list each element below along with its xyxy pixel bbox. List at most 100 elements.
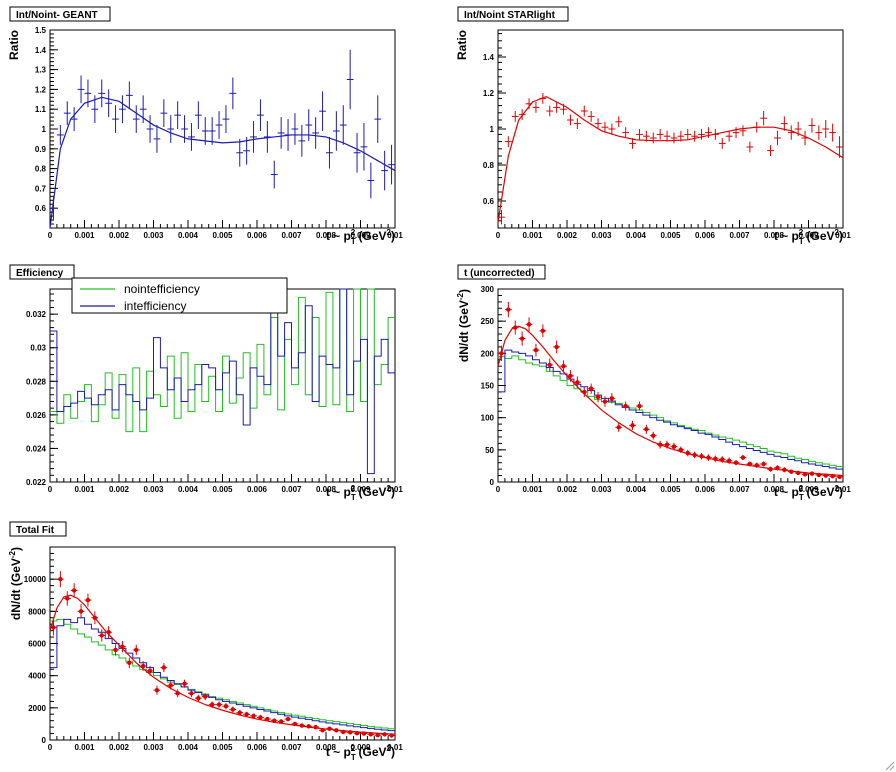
x-tick-label: 0.007	[729, 231, 750, 240]
data-point	[739, 454, 747, 461]
y-tick-label: 1	[490, 125, 495, 134]
data-point	[553, 340, 561, 354]
legend-label: intefficiency	[124, 299, 186, 313]
data-point	[760, 111, 768, 126]
data-point	[636, 129, 643, 140]
data-point	[560, 360, 567, 372]
data-point	[70, 107, 78, 131]
histogram-blue	[50, 617, 395, 732]
data-point	[332, 111, 340, 151]
data-point	[518, 331, 526, 346]
data-point	[767, 145, 774, 156]
star-marker	[540, 328, 546, 334]
data-point	[622, 401, 630, 411]
data-point	[787, 125, 795, 140]
x-tick-label: 0.009	[798, 485, 819, 494]
x-tick-label: 0.001	[522, 231, 543, 240]
y-tick-label: 1.5	[35, 26, 47, 35]
data-point	[815, 125, 823, 140]
star-marker	[519, 336, 525, 341]
x-tick-label: 0.008	[316, 485, 337, 494]
data-point	[594, 118, 602, 129]
data-point	[312, 117, 320, 149]
data-point	[153, 125, 161, 153]
star-marker	[554, 344, 559, 350]
data-point	[146, 666, 154, 676]
data-point	[222, 703, 230, 710]
x-tick-label: 0.008	[316, 743, 337, 752]
data-point	[546, 105, 554, 117]
star-marker	[251, 713, 256, 719]
x-tick-label: 0.006	[247, 485, 268, 494]
star-marker	[196, 695, 201, 701]
y-tick-label: 50	[485, 446, 494, 455]
star-marker	[237, 710, 242, 715]
x-tick-label: 0.002	[109, 485, 130, 494]
data-point	[194, 101, 202, 129]
x-tick-label: 0.001	[74, 743, 95, 752]
data-point	[174, 101, 182, 129]
star-marker	[568, 373, 573, 379]
y-tick-label: 250	[481, 317, 495, 326]
x-tick-label: 0.003	[143, 485, 164, 494]
y-tick-label: 0.028	[26, 377, 47, 386]
y-tick-label: 1.3	[35, 66, 47, 75]
histogram-blue	[498, 349, 843, 470]
data-point	[201, 117, 209, 145]
x-tick-label: 0.009	[798, 231, 819, 240]
data-point	[525, 317, 533, 332]
data-point	[105, 89, 113, 118]
chart-p5: Total Fit 0 0.001 0.002 0.003 0.004 0.005 0.006…	[8, 521, 403, 762]
y-tick-label: 0	[42, 736, 47, 745]
y-tick-label: 1.1	[35, 105, 47, 114]
data-point	[181, 679, 188, 688]
star-marker	[78, 609, 84, 614]
data-point	[629, 420, 636, 430]
x-tick-label: 0	[48, 231, 53, 240]
x-tick-label: 0.005	[212, 743, 233, 752]
data-point	[746, 141, 754, 153]
y-axis-label: dN/dt (GeV-2)	[8, 547, 23, 620]
histogram-intefficiency	[50, 288, 395, 475]
star-marker	[616, 425, 621, 430]
x-axis-label: t ~ pT2 (GeV2)	[326, 744, 395, 762]
data-point	[284, 716, 292, 722]
fit-curve	[497, 95, 844, 223]
star-marker	[85, 597, 91, 603]
data-point	[125, 657, 133, 669]
y-tick-label: 10000	[24, 575, 47, 584]
data-point	[608, 123, 616, 135]
y-tick-label: 1.4	[483, 53, 495, 62]
x-tick-label: 0.01	[387, 231, 403, 240]
x-tick-label: 0.01	[387, 485, 403, 494]
y-tick-label: 1	[42, 125, 47, 134]
x-tick-label: 0.001	[522, 485, 543, 494]
y-tick-label: 0.026	[26, 411, 47, 420]
x-tick-label: 0.001	[74, 485, 95, 494]
fit-curve	[497, 325, 844, 477]
star-marker	[161, 665, 167, 670]
star-marker	[575, 380, 580, 385]
data-point	[532, 102, 540, 113]
data-point	[146, 115, 154, 143]
star-marker	[609, 396, 615, 401]
y-tick-label: 1.2	[35, 85, 47, 94]
chart-title: Int/Noint STARlight	[464, 10, 556, 21]
resize-grip-icon[interactable]	[885, 761, 895, 771]
data-point	[615, 116, 623, 128]
x-tick-label: 0.01	[387, 743, 403, 752]
chart-title-box	[9, 6, 111, 22]
star-marker	[265, 716, 270, 722]
y-tick-label: 8000	[28, 607, 46, 616]
y-tick-label: 6000	[28, 640, 46, 649]
x-tick-label: 0.007	[281, 743, 302, 752]
data-point	[56, 125, 64, 145]
chart-title-box	[457, 6, 569, 22]
star-marker	[189, 691, 194, 696]
data-point	[112, 644, 119, 656]
star-marker	[113, 647, 118, 653]
x-tick-label: 0	[496, 231, 501, 240]
data-point	[84, 593, 92, 607]
star-marker	[561, 364, 566, 369]
data-point	[339, 105, 347, 145]
